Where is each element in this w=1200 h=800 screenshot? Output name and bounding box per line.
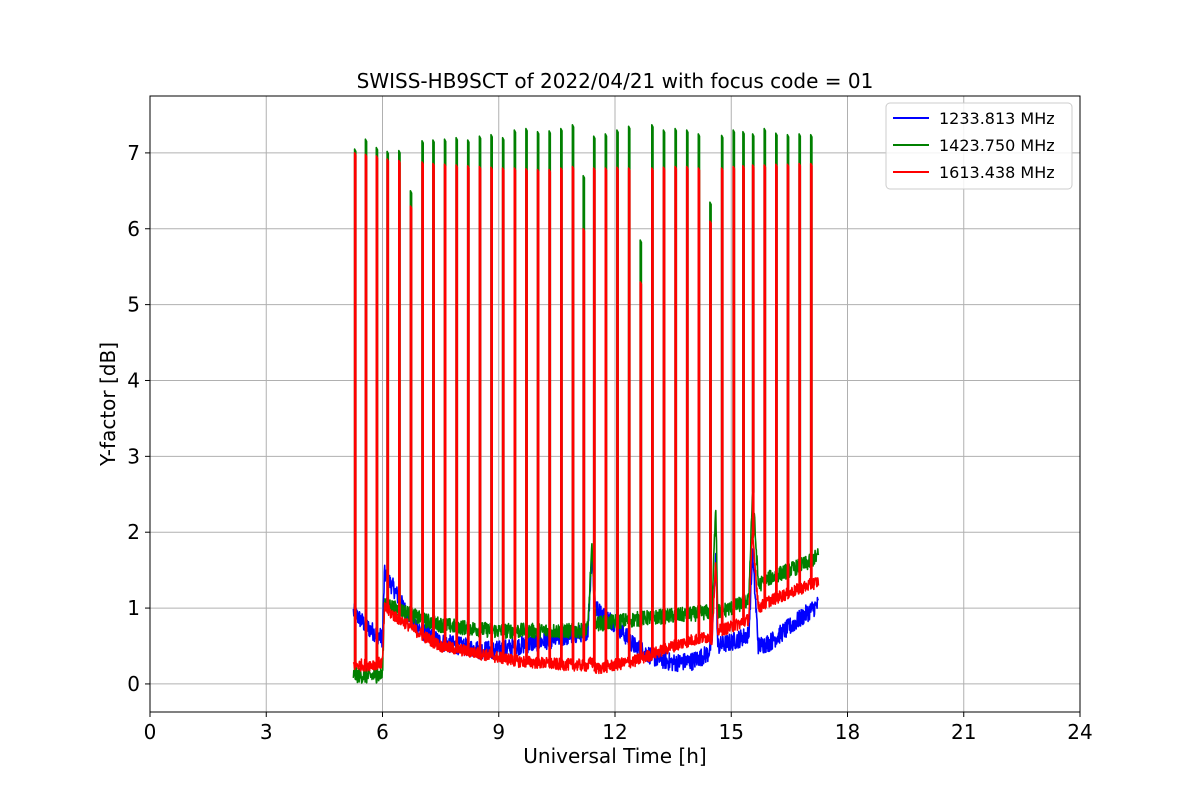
series-line-2 (352, 124, 820, 684)
series-line-1 (352, 548, 820, 673)
y-tick-label: 3 (127, 444, 140, 468)
x-tick-label: 6 (376, 720, 389, 744)
y-tick-label: 2 (127, 520, 140, 544)
y-tick-label: 0 (127, 672, 140, 696)
legend-box (885, 102, 1073, 190)
x-tick-label: 12 (602, 720, 627, 744)
y-tick-label: 6 (127, 217, 140, 241)
x-axis-ticks: 0 3 6 9 12 15 18 21 24 (144, 712, 1093, 744)
y-tick-label: 7 (127, 141, 140, 165)
legend-label: 1613.438 MHz (939, 163, 1055, 182)
x-tick-label: 24 (1067, 720, 1092, 744)
x-tick-label: 3 (260, 720, 273, 744)
x-tick-label: 15 (719, 720, 744, 744)
x-tick-label: 0 (144, 720, 157, 744)
x-tick-label: 18 (835, 720, 860, 744)
legend-label: 1423.750 MHz (939, 136, 1055, 155)
chart-title: SWISS-HB9SCT of 2022/04/21 with focus co… (357, 69, 874, 93)
x-axis-label: Universal Time [h] (523, 744, 706, 768)
plot-series (352, 124, 820, 684)
legend: 1233.813 MHz 1423.750 MHz 1613.438 MHz (885, 102, 1073, 190)
y-tick-label: 4 (127, 368, 140, 392)
x-tick-label: 9 (492, 720, 505, 744)
y-tick-label: 5 (127, 293, 140, 317)
series-line-3 (352, 152, 820, 675)
y-axis-label: Y-factor [dB] (96, 342, 120, 467)
y-axis-ticks: 0 1 2 3 4 5 6 7 (127, 141, 150, 696)
y-tick-label: 1 (127, 596, 140, 620)
x-tick-label: 21 (951, 720, 976, 744)
legend-label: 1233.813 MHz (939, 109, 1055, 128)
